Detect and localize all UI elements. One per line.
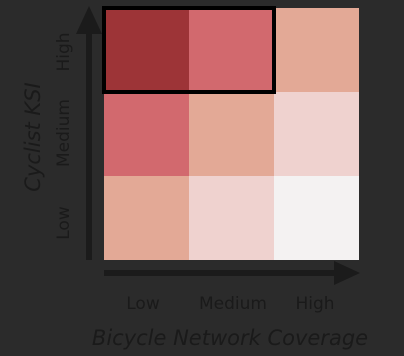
x-axis-label: Bicycle Network Coverage <box>92 326 368 350</box>
x-tick-labels: Low Medium High <box>126 294 334 314</box>
heatmap-cell-high-ksi-medium-coverage <box>189 8 274 92</box>
x-axis-arrowhead <box>334 261 360 285</box>
y-tick-high: High <box>54 32 74 71</box>
heatmap-cell-high-ksi-low-coverage <box>104 8 189 92</box>
x-tick-low: Low <box>126 294 160 314</box>
heatmap-cell-low-ksi-low-coverage <box>104 176 189 260</box>
x-tick-medium: Medium <box>199 294 267 314</box>
x-tick-high: High <box>295 294 334 314</box>
x-axis <box>104 261 360 285</box>
heatmap-cell-medium-ksi-low-coverage <box>104 92 189 176</box>
y-tick-labels: Low Medium High <box>54 32 74 239</box>
y-tick-low: Low <box>54 206 74 240</box>
heatmap-cell-medium-ksi-high-coverage <box>274 92 359 176</box>
y-axis-label: Cyclist KSI <box>21 82 45 191</box>
heatmap-cell-medium-ksi-medium-coverage <box>189 92 274 176</box>
y-axis <box>76 6 102 260</box>
y-axis-arrowhead <box>76 6 102 34</box>
highlight-box <box>102 6 276 94</box>
heatmap-cell-high-ksi-high-coverage <box>274 8 359 92</box>
heatmap-cell-low-ksi-high-coverage <box>274 176 359 260</box>
heatmap-cells <box>104 8 359 260</box>
heatmap-cell-low-ksi-medium-coverage <box>189 176 274 260</box>
y-tick-medium: Medium <box>54 99 74 167</box>
